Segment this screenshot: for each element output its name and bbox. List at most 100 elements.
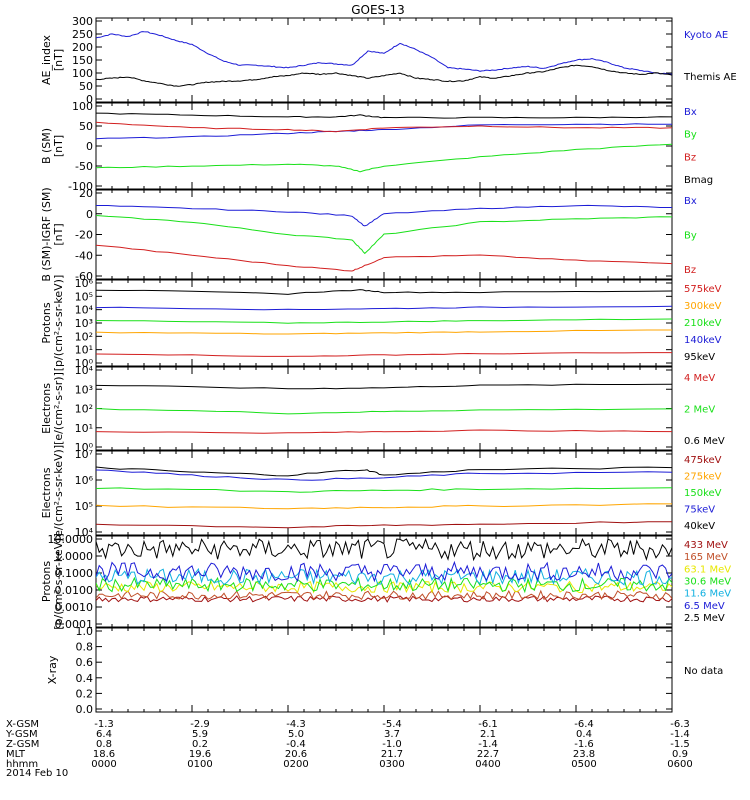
series-group [96, 31, 672, 87]
y-tick-label: 0.0010 [55, 601, 94, 614]
legend-label: 140keV [684, 335, 722, 346]
y-tick-label: 1.0 [76, 625, 94, 638]
y-tick-label: 0.1000 [55, 567, 94, 580]
series-line-0-6-mev [96, 383, 672, 390]
series-group [96, 289, 672, 357]
series-line-150kev [96, 487, 672, 493]
y-tick-label: 10² [75, 403, 93, 416]
panel-3: -60 -40 -20 0 20 B (SM)-IGRF (SM)[nT] Bx By Bz [40, 187, 697, 283]
y-axis-label-line: [e/(cm²-s-sr)] [52, 372, 65, 445]
y-axis-label: Electrons[e/(cm²-s-sr-keV)] [40, 445, 65, 541]
y-tick-label: 150 [72, 54, 93, 67]
ephemeris-value: 0500 [571, 759, 596, 770]
ephemeris-value: 19.6 [189, 749, 211, 760]
y-tick-label: -50 [75, 160, 93, 173]
legend-label: 150keV [684, 488, 722, 499]
ephemeris-value: -4.3 [286, 719, 306, 730]
series-line-475kev [96, 521, 672, 529]
series-line-4-mev [96, 429, 672, 434]
series-line-433-mev [96, 595, 672, 603]
y-axis-label: X-ray [46, 655, 59, 684]
y-tick-label: 200 [72, 41, 93, 54]
y-axis-label: Electrons[e/(cm²-s-sr)] [40, 372, 65, 445]
y-axis-label-line: B (SM)-IGRF (SM) [40, 187, 53, 281]
y-tick-label: 100 [72, 100, 93, 113]
y-tick-label: 10¹ [75, 422, 93, 435]
y-tick-label: 0.0 [76, 703, 94, 716]
series-line-2-5-mev [96, 537, 672, 562]
ephemeris-row-label: Y-GSM [5, 729, 38, 740]
ephemeris-value: 22.7 [477, 749, 499, 760]
y-tick-label: 10⁰ [75, 441, 94, 454]
y-axis-label-line: Protons [40, 561, 53, 602]
y-axis-label-line: AE_index [40, 34, 53, 85]
legend-label: 475keV [684, 455, 722, 466]
y-tick-label: 10⁶ [75, 277, 94, 290]
y-tick-label: 250 [72, 28, 93, 41]
ephemeris-value: 5.0 [288, 729, 304, 740]
series-group [96, 112, 672, 173]
legend-label: 300keV [684, 301, 722, 312]
ephemeris-value: 2.1 [480, 729, 496, 740]
y-tick-label: 10⁴ [75, 304, 94, 317]
ephemeris-value: 6.4 [96, 729, 112, 740]
y-tick-label: 10⁶ [75, 474, 94, 487]
legend-label: 165 MeV [684, 552, 728, 563]
ephemeris-value: -5.4 [382, 719, 402, 730]
panel-5: 10⁰ 10¹ 10² 10³ 10⁴ Electrons[e/(cm²-s-sr)] 4 … [40, 364, 725, 454]
ephemeris-value: -1.6 [574, 739, 594, 750]
y-axis-label: B (SM)-IGRF (SM)[nT] [40, 187, 65, 281]
series-line-210kev [96, 318, 672, 324]
y-axis-label-line: [p/(cm²-s-sr-keV)] [52, 533, 65, 630]
ephemeris-value: -6.4 [574, 719, 594, 730]
ephemeris-value: 21.7 [381, 749, 403, 760]
ephemeris-value: 0300 [379, 759, 404, 770]
y-axis-label: B (SM)[nT] [40, 128, 65, 164]
y-tick-label: -20 [75, 229, 93, 242]
y-tick-label: 0.2 [76, 687, 94, 700]
series-line-40kev [96, 466, 672, 477]
ephemeris-value: 0.8 [96, 739, 112, 750]
y-tick-label: 20 [79, 187, 93, 200]
panel-8: 0.0 0.2 0.4 0.6 0.8 1.0 X-ray No data [46, 625, 723, 716]
y-axis-label-line: [e/(cm²-s-sr-keV)] [52, 445, 65, 541]
y-axis-label-line: [nT] [52, 223, 65, 245]
ephemeris-value: 0000 [91, 759, 116, 770]
ephemeris-value: 0.4 [576, 729, 592, 740]
panel-frame [95, 366, 673, 451]
panel-frame [95, 17, 673, 103]
y-tick-label: 10⁷ [75, 448, 93, 461]
legend-label: Bz [684, 265, 696, 276]
series-line-by [96, 143, 672, 173]
ephemeris-value: -6.1 [478, 719, 498, 730]
ephemeris-row-label: X-GSM [6, 719, 39, 730]
ephemeris-row-label: MLT [6, 749, 26, 760]
series-line-75kev [96, 469, 672, 481]
ephemeris-value: -1.5 [670, 739, 690, 750]
series-line-by [96, 215, 672, 255]
series-group [96, 537, 672, 603]
legend-label: 275keV [684, 472, 722, 483]
ephemeris-value: -1.0 [382, 739, 402, 750]
legend-label: 2.5 MeV [684, 613, 725, 624]
ephemeris-value: 0100 [187, 759, 212, 770]
y-axis-label-line: Electrons [40, 383, 53, 434]
y-tick-label: 0.0100 [55, 584, 94, 597]
legend-label: 30.6 MeV [684, 577, 731, 588]
legend-label: 11.6 MeV [684, 589, 731, 600]
ephemeris-value: 5.9 [192, 729, 208, 740]
y-tick-label: 0.8 [76, 641, 94, 654]
series-line-2-mev [96, 408, 672, 415]
y-tick-label: 10⁵ [75, 500, 93, 513]
legend-label: Bx [684, 107, 697, 118]
ephemeris-row-label: Z-GSM [6, 739, 39, 750]
y-tick-label: 0 [86, 208, 93, 221]
ephemeris-value: 0.2 [192, 739, 208, 750]
ephemeris-value: -2.9 [190, 719, 210, 730]
legend-label: 40keV [684, 521, 715, 532]
ephemeris-value: 23.8 [573, 749, 595, 760]
series-line-bmag [96, 112, 672, 119]
